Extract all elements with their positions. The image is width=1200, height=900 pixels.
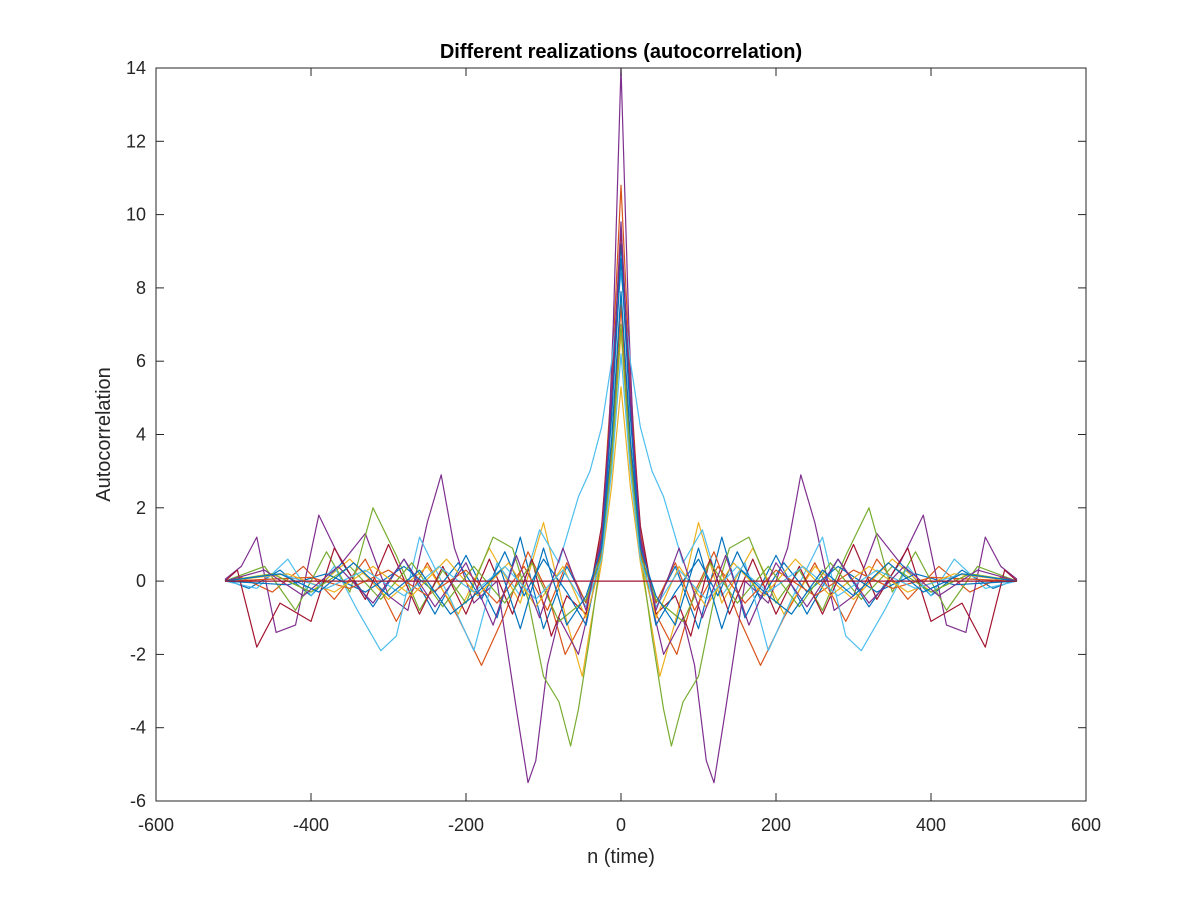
series-line-9 xyxy=(224,305,1018,611)
x-tick-label: 200 xyxy=(761,815,791,835)
series-line-2 xyxy=(224,184,1018,666)
series-line-11 xyxy=(224,324,1018,622)
y-tick-label: -2 xyxy=(130,644,146,664)
y-tick-label: 6 xyxy=(136,351,146,371)
x-tick-label: 600 xyxy=(1071,815,1101,835)
chart-title: Different realizations (autocorrelation) xyxy=(440,41,802,63)
y-tick-label: 2 xyxy=(136,498,146,518)
x-tick-label: 0 xyxy=(616,815,626,835)
x-tick-label: -600 xyxy=(138,815,174,835)
series-line-3 xyxy=(224,386,1018,677)
series-line-6 xyxy=(224,272,1018,652)
x-tick-label: -400 xyxy=(293,815,329,835)
x-axis-label: n (time) xyxy=(587,846,655,868)
x-tick-label: 400 xyxy=(916,815,946,835)
series-line-14 xyxy=(224,291,1018,630)
series-line-13 xyxy=(224,221,1018,626)
y-tick-label: -4 xyxy=(130,718,146,738)
y-tick-label: 10 xyxy=(126,205,146,225)
series-layer xyxy=(224,68,1018,784)
y-tick-label: 0 xyxy=(136,571,146,591)
series-line-12 xyxy=(224,353,1018,608)
plot-area xyxy=(156,68,1086,801)
y-tick-label: 14 xyxy=(126,58,146,78)
y-tick-label: 8 xyxy=(136,278,146,298)
x-tick-label: -200 xyxy=(448,815,484,835)
y-axis: -6 -4 -2 0 2 4 6 8 10 12 14 xyxy=(126,58,1086,811)
y-tick-label: 12 xyxy=(126,131,146,151)
x-axis: -600 -400 -200 0 200 400 600 xyxy=(138,68,1101,835)
y-tick-label: 4 xyxy=(136,425,146,445)
y-axis-label: Autocorrelation xyxy=(93,367,115,502)
y-tick-label: -6 xyxy=(130,791,146,811)
